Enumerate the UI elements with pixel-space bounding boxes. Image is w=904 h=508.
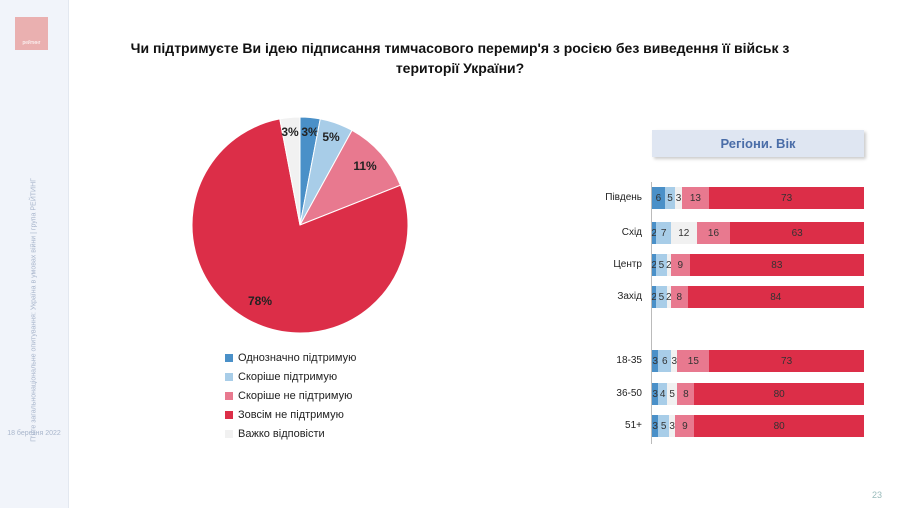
pie-slice — [298, 129, 402, 226]
bar-segment: 3 — [675, 187, 682, 209]
legend-item: Скоріше не підтримую — [225, 390, 352, 402]
sidebar: рейтинг П'яте загальнонаціональне опитув… — [0, 0, 69, 508]
legend-label: Скоріше підтримую — [238, 371, 338, 383]
pie-label: 3% — [281, 125, 299, 139]
bar-row: 2 5 2 9 83 — [651, 254, 864, 276]
bar-segment: 8 — [677, 383, 695, 405]
bar-row: 3 5 3 9 80 — [652, 415, 864, 437]
pie-slice — [191, 118, 409, 334]
bar-segment: 5 — [656, 254, 667, 276]
legend-item: Однозначно підтримую — [225, 352, 356, 364]
row-label: 18-35 — [616, 355, 642, 366]
row-label: 51+ — [625, 420, 642, 431]
legend-item: Важко відповісти — [225, 428, 325, 440]
bar-segment: 2 — [666, 254, 672, 276]
pie-slice — [279, 116, 301, 226]
bar-segment: 84 — [687, 286, 864, 308]
bar-segment: 15 — [677, 350, 710, 372]
legend-label: Зовсім не підтримую — [238, 409, 344, 421]
legend-item: Скоріше підтримую — [225, 371, 337, 383]
row-label: Центр — [613, 259, 642, 270]
legend-item: Зовсім не підтримую — [225, 409, 344, 421]
bar-row: 2 7 12 16 63 — [651, 222, 864, 244]
bar-axis — [651, 182, 652, 444]
bar-segment: 3 — [652, 350, 659, 372]
bar-segment: 6 — [652, 187, 665, 209]
bar-segment: 63 — [730, 222, 864, 244]
pie-label: 78% — [248, 294, 272, 308]
bar-segment: 3 — [652, 383, 659, 405]
date: 18 березня 2022 — [7, 430, 61, 437]
bar-segment: 9 — [675, 415, 695, 437]
legend-swatch — [225, 430, 233, 438]
bar-segment: 83 — [689, 254, 864, 276]
bar-row: 3 6 3 15 73 — [652, 350, 864, 372]
legend-swatch — [225, 354, 233, 362]
bar-row: 6 5 3 13 73 — [652, 187, 864, 209]
row-label: 36-50 — [616, 388, 642, 399]
bar-segment: 3 — [652, 415, 659, 437]
bar-segment: 5 — [656, 286, 667, 308]
legend-label: Важко відповісти — [238, 428, 325, 440]
row-label: Південь — [605, 192, 642, 203]
page-number: 23 — [871, 490, 882, 500]
bar-segment: 5 — [658, 415, 669, 437]
bar-segment: 2 — [651, 222, 657, 244]
bar-segment: 16 — [696, 222, 731, 244]
legend-swatch — [225, 392, 233, 400]
bar-segment: 2 — [651, 286, 657, 308]
legend-label: Скоріше не підтримую — [238, 390, 353, 402]
bar-segment: 5 — [664, 187, 676, 209]
bar-segment: 8 — [670, 286, 688, 308]
bar-chart-header: Регіони. Вік — [652, 130, 864, 157]
legend-swatch — [225, 411, 233, 419]
bar-segment: 3 — [671, 350, 678, 372]
row-label: Схід — [621, 227, 642, 238]
bar-row: 2 5 2 8 84 — [651, 286, 864, 308]
bar-segment: 12 — [671, 222, 697, 244]
chart-title: Чи підтримуєте Ви ідею підписання тимчас… — [130, 40, 790, 76]
bar-segment: 73 — [709, 350, 864, 372]
legend-label: Однозначно підтримую — [238, 352, 357, 364]
bar-segment: 7 — [656, 222, 672, 244]
bar-segment: 80 — [694, 383, 864, 405]
bar-segment: 3 — [668, 415, 676, 437]
bar-segment: 6 — [658, 350, 672, 372]
pie-label: 5% — [322, 130, 340, 144]
pie-label: 11% — [353, 159, 377, 173]
bar-row: 3 4 5 8 80 — [652, 383, 864, 405]
legend-swatch — [225, 373, 233, 381]
bar-segment: 9 — [670, 254, 690, 276]
row-label: Захід — [617, 291, 642, 302]
bar-segment: 73 — [709, 187, 864, 209]
bar-segment: 13 — [681, 187, 710, 209]
bar-segment: 5 — [666, 383, 678, 405]
bar-segment: 2 — [666, 286, 672, 308]
pie-label: 3% — [301, 125, 319, 139]
bar-segment: 2 — [651, 254, 657, 276]
logo: рейтинг — [15, 17, 48, 50]
bar-segment: 80 — [694, 415, 864, 437]
bar-segment: 4 — [658, 383, 667, 405]
